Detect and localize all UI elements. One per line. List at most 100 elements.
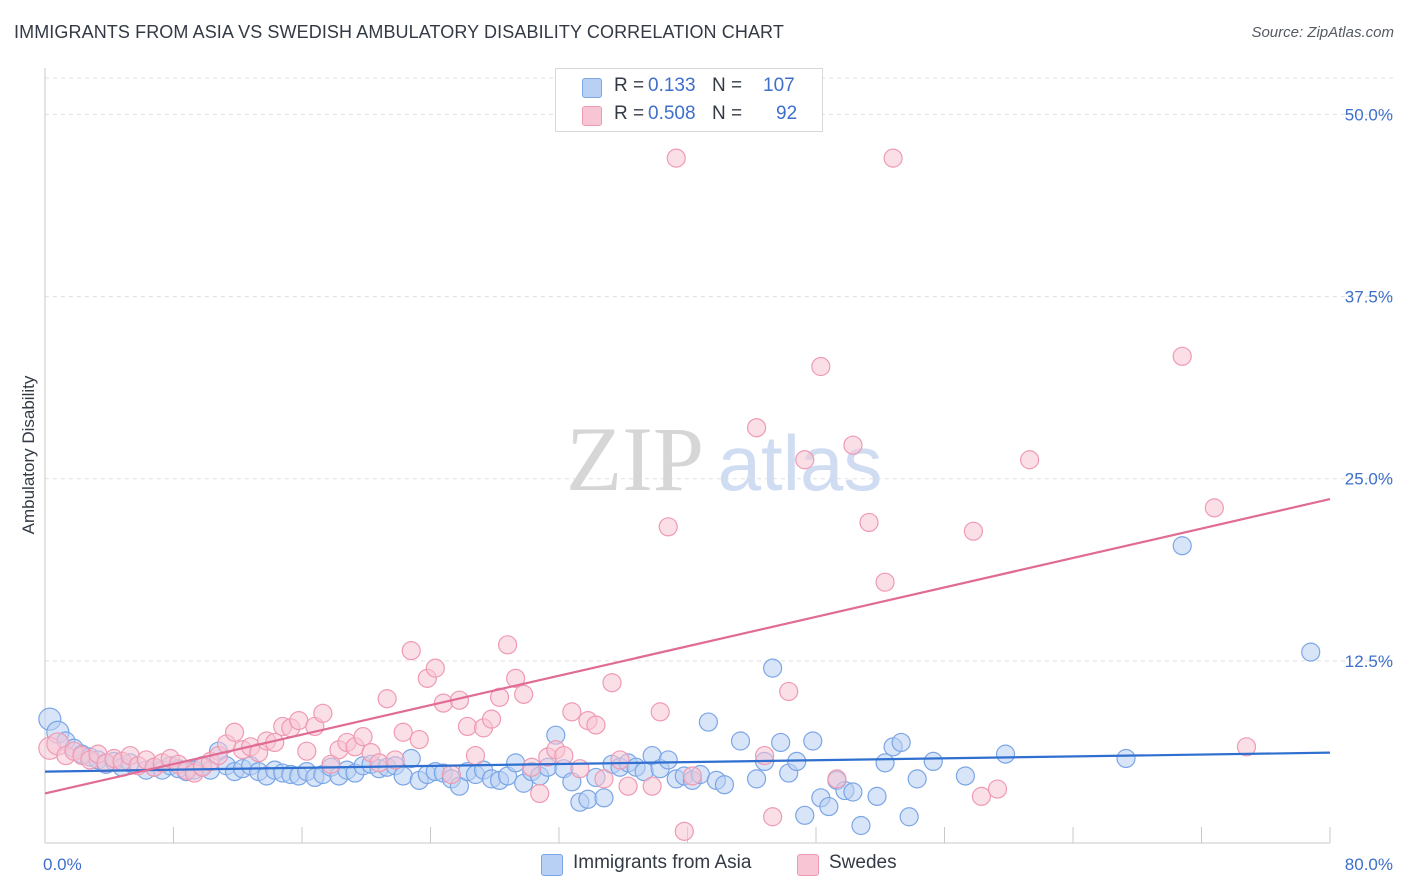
point-swedes-84 bbox=[811, 356, 831, 377]
point-immigrants-100 bbox=[875, 753, 895, 773]
chart-title: IMMIGRANTS FROM ASIA VS SWEDISH AMBULATO… bbox=[14, 22, 784, 42]
point-swedes-65 bbox=[562, 702, 582, 722]
trend-line-swedes bbox=[44, 498, 1331, 795]
point-swedes-71 bbox=[610, 750, 630, 770]
point-swedes-81 bbox=[763, 807, 783, 827]
y-tick-labels: 12.5% 25.0% 37.5% 50.0% bbox=[1345, 105, 1393, 670]
point-immigrants-92 bbox=[803, 731, 823, 751]
x-tick-label-start: 0.0% bbox=[43, 855, 82, 874]
point-swedes-34 bbox=[313, 703, 333, 723]
point-immigrants-66 bbox=[578, 789, 598, 809]
point-swedes-89 bbox=[883, 148, 903, 168]
point-swedes-82 bbox=[779, 681, 799, 702]
point-swedes-43 bbox=[385, 750, 405, 770]
point-swedes-59 bbox=[514, 684, 534, 704]
legend-n-value: 107 bbox=[763, 75, 795, 96]
point-swedes-60 bbox=[522, 757, 542, 777]
point-swedes-23 bbox=[224, 722, 245, 742]
point-immigrants-102 bbox=[891, 732, 911, 753]
y-tick-label-2: 37.5% bbox=[1345, 288, 1393, 307]
point-swedes-85 bbox=[827, 769, 847, 789]
series-immigrants-points bbox=[38, 536, 1321, 836]
point-swedes-73 bbox=[642, 776, 662, 796]
point-swedes-46 bbox=[409, 729, 429, 750]
trend-lines bbox=[44, 498, 1331, 795]
point-swedes-55 bbox=[481, 709, 502, 729]
point-swedes-53 bbox=[465, 745, 486, 766]
point-swedes-45 bbox=[401, 641, 421, 661]
point-swedes-52 bbox=[457, 716, 478, 737]
point-swedes-58 bbox=[506, 668, 526, 688]
point-swedes-92 bbox=[987, 779, 1008, 799]
legend-swatch-swedes bbox=[582, 106, 602, 126]
point-immigrants-88 bbox=[771, 732, 791, 753]
legend-r-value: 0.508 bbox=[648, 103, 696, 124]
source-label: Source: ZipAtlas.com bbox=[1251, 24, 1394, 41]
point-swedes-72 bbox=[618, 776, 638, 796]
bottom-legend: Immigrants from Asia Swedes bbox=[0, 852, 1406, 878]
legend-n-label: N = bbox=[712, 103, 743, 124]
point-swedes-76 bbox=[666, 148, 686, 168]
point-immigrants-106 bbox=[955, 766, 975, 786]
legend-r-value: 0.133 bbox=[648, 75, 696, 96]
point-swedes-74 bbox=[650, 702, 670, 722]
x-tick-label-end: 80.0% bbox=[1345, 855, 1393, 874]
point-immigrants-83 bbox=[714, 775, 735, 795]
legend: R = 0.133 N = 107 R = 0.508 N = 92 bbox=[555, 68, 823, 132]
grid-lines bbox=[45, 77, 1393, 662]
point-immigrants-108 bbox=[1116, 748, 1136, 769]
point-swedes-96 bbox=[1236, 737, 1257, 757]
point-swedes-95 bbox=[1204, 498, 1224, 518]
y-tick-label-1: 25.0% bbox=[1345, 470, 1393, 489]
legend-n-value: 92 bbox=[776, 103, 798, 124]
point-swedes-42 bbox=[377, 689, 397, 709]
point-swedes-57 bbox=[498, 635, 518, 655]
point-swedes-68 bbox=[586, 715, 606, 735]
point-swedes-44 bbox=[393, 722, 413, 742]
point-swedes-41 bbox=[369, 753, 389, 773]
point-swedes-35 bbox=[321, 754, 341, 774]
legend-r-label: R = bbox=[614, 75, 645, 96]
point-swedes-50 bbox=[441, 764, 461, 785]
point-immigrants-87 bbox=[763, 658, 783, 678]
point-immigrants-99 bbox=[867, 786, 887, 806]
point-swedes-75 bbox=[658, 517, 678, 537]
point-immigrants-85 bbox=[746, 769, 767, 789]
point-immigrants-109 bbox=[1172, 536, 1192, 556]
x-tick-labels: 0.0% 80.0% bbox=[43, 855, 1393, 874]
watermark: ZIP atlas bbox=[566, 408, 882, 510]
trend-line-immigrants bbox=[44, 751, 1331, 773]
point-immigrants-84 bbox=[730, 731, 751, 751]
point-immigrants-94 bbox=[819, 796, 839, 817]
point-immigrants-43 bbox=[393, 766, 413, 786]
point-swedes-61 bbox=[530, 783, 550, 804]
point-swedes-86 bbox=[843, 435, 863, 455]
point-immigrants-91 bbox=[795, 805, 815, 825]
point-swedes-88 bbox=[875, 572, 895, 592]
point-swedes-79 bbox=[746, 418, 767, 438]
point-swedes-94 bbox=[1172, 346, 1192, 366]
point-swedes-69 bbox=[594, 769, 614, 789]
point-swedes-39 bbox=[353, 727, 373, 747]
point-swedes-31 bbox=[289, 710, 309, 731]
point-immigrants-44 bbox=[401, 748, 421, 769]
legend-row-swedes: R = 0.508 N = 92 bbox=[556, 100, 822, 128]
point-immigrants-105 bbox=[923, 751, 943, 772]
y-tick-label-0: 12.5% bbox=[1345, 652, 1393, 671]
bottom-legend-label-swedes: Swedes bbox=[829, 852, 897, 873]
point-immigrants-68 bbox=[594, 788, 614, 808]
point-immigrants-81 bbox=[698, 712, 718, 732]
point-immigrants-97 bbox=[843, 782, 863, 802]
point-swedes-77 bbox=[674, 821, 694, 841]
point-swedes-91 bbox=[971, 786, 992, 806]
point-immigrants-110 bbox=[1301, 642, 1321, 662]
legend-n-label: N = bbox=[712, 75, 743, 96]
point-swedes-78 bbox=[682, 766, 702, 786]
legend-swatch-immigrants bbox=[582, 78, 602, 98]
point-immigrants-98 bbox=[851, 815, 871, 836]
point-immigrants-76 bbox=[658, 750, 678, 770]
legend-r-label: R = bbox=[614, 103, 645, 124]
point-immigrants-107 bbox=[995, 744, 1016, 764]
point-swedes-83 bbox=[795, 450, 815, 470]
